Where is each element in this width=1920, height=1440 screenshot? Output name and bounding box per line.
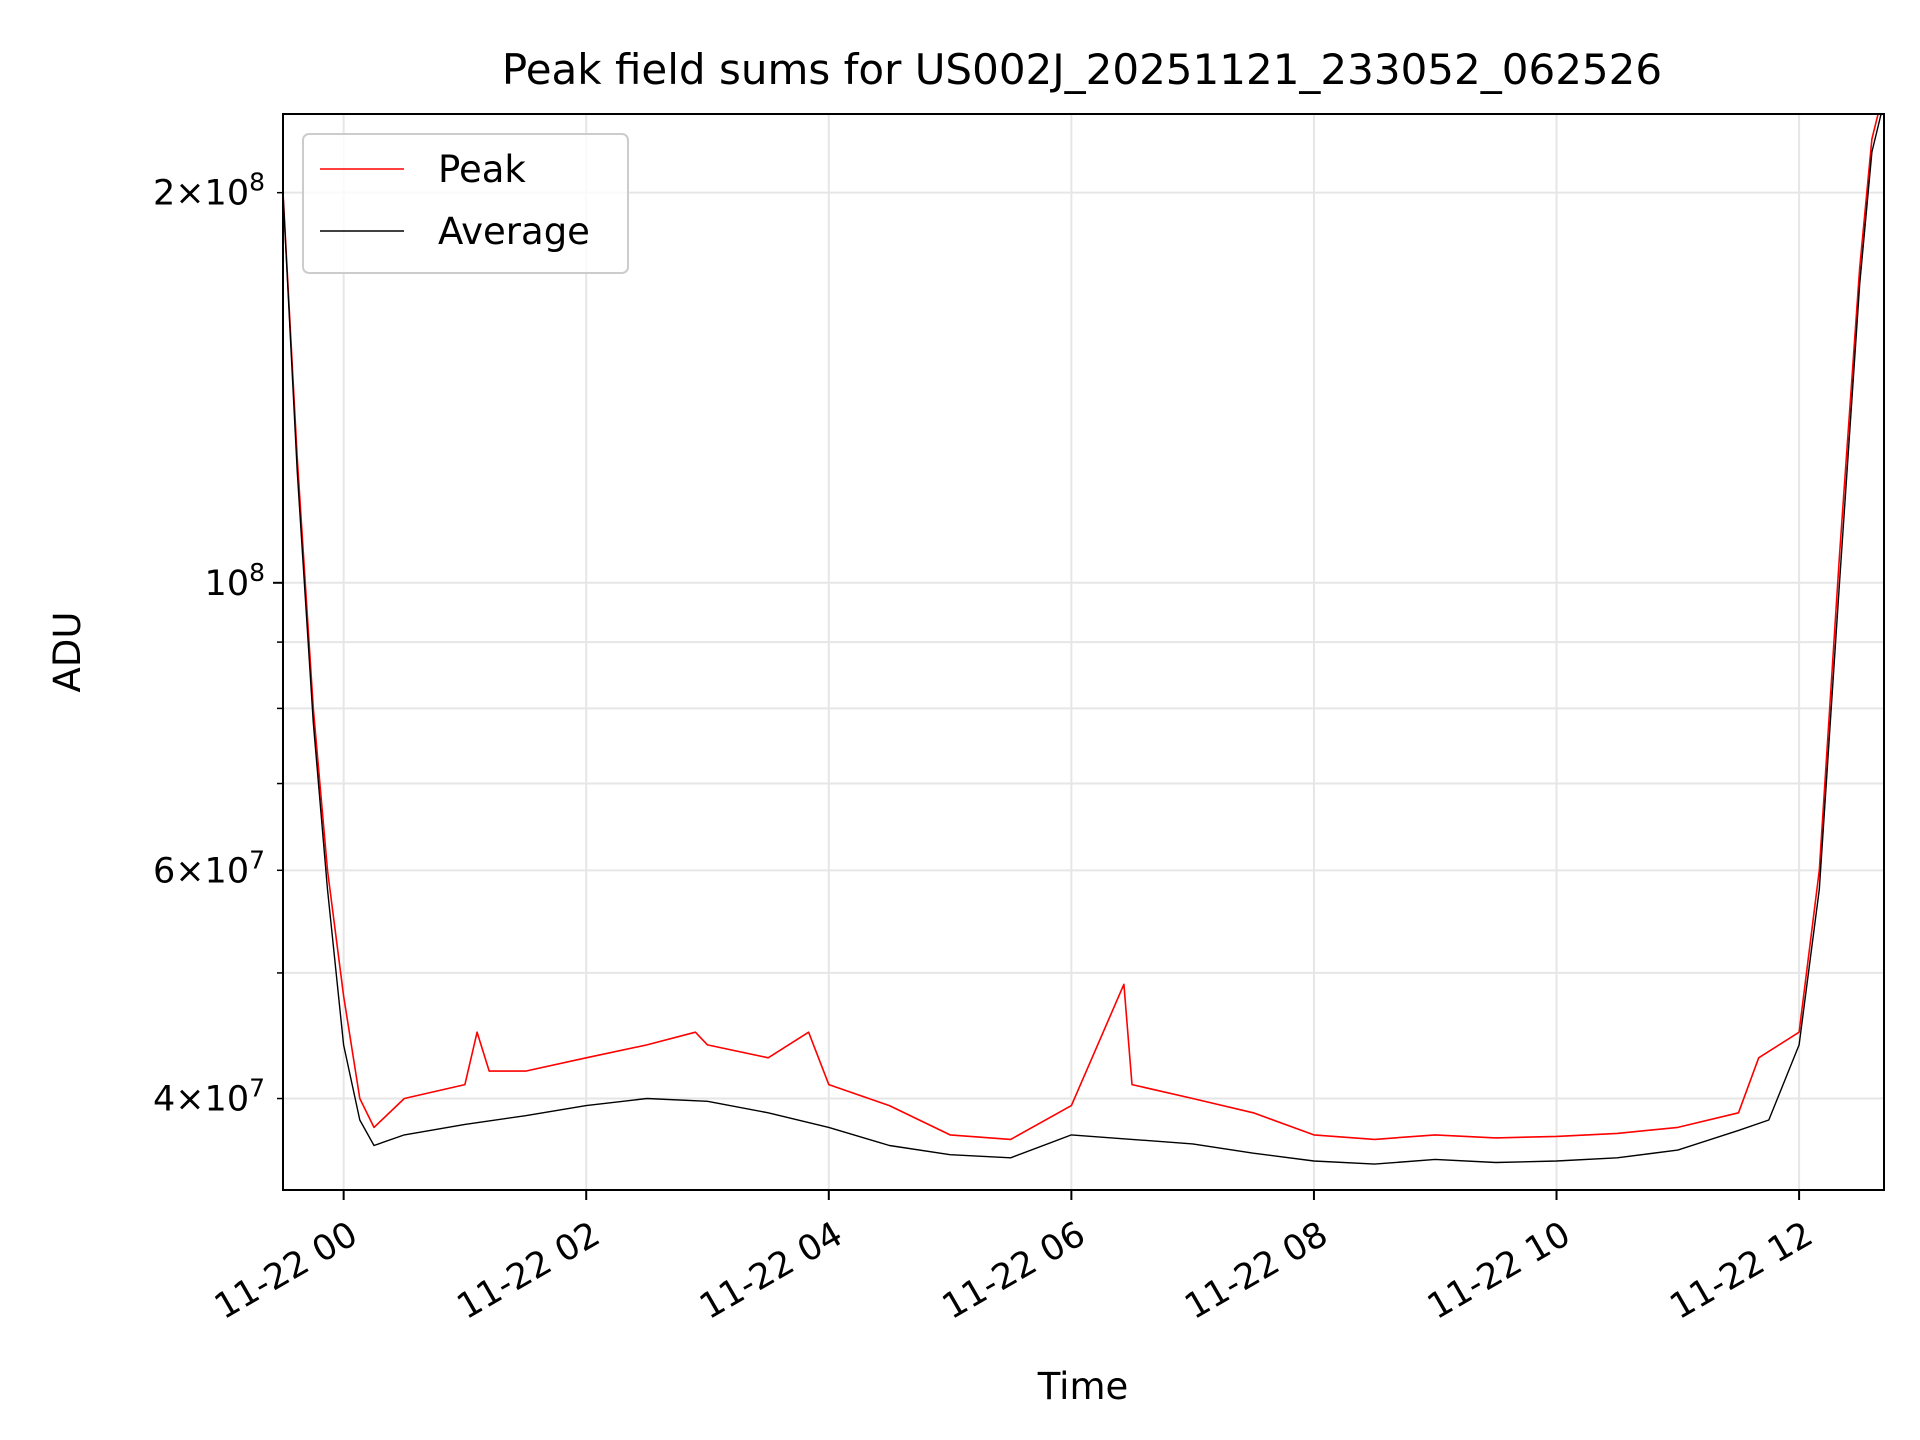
y-minor-tick-label: 4×107 [153, 1074, 265, 1120]
legend-label-average: Average [438, 210, 590, 253]
chart-title: Peak field sums for US002J_20251121_2330… [502, 45, 1662, 94]
series-line-average [283, 114, 1882, 1165]
legend-label-peak: Peak [438, 148, 526, 191]
series-layer [283, 114, 1882, 1165]
y-axis-label: ADU [46, 612, 89, 693]
y-tick-label: 108 [205, 558, 265, 604]
legend: Peak Average [302, 133, 629, 274]
x-axis-label: Time [1037, 1365, 1129, 1408]
plot-area-frame [282, 113, 1885, 1191]
y-axis: 108 4×107 6×107 2×108 [153, 168, 283, 1120]
y-minor-tick-label: 6×107 [153, 845, 265, 891]
series-line-peak [283, 114, 1879, 1141]
y-minor-tick-label: 2×108 [153, 168, 265, 214]
